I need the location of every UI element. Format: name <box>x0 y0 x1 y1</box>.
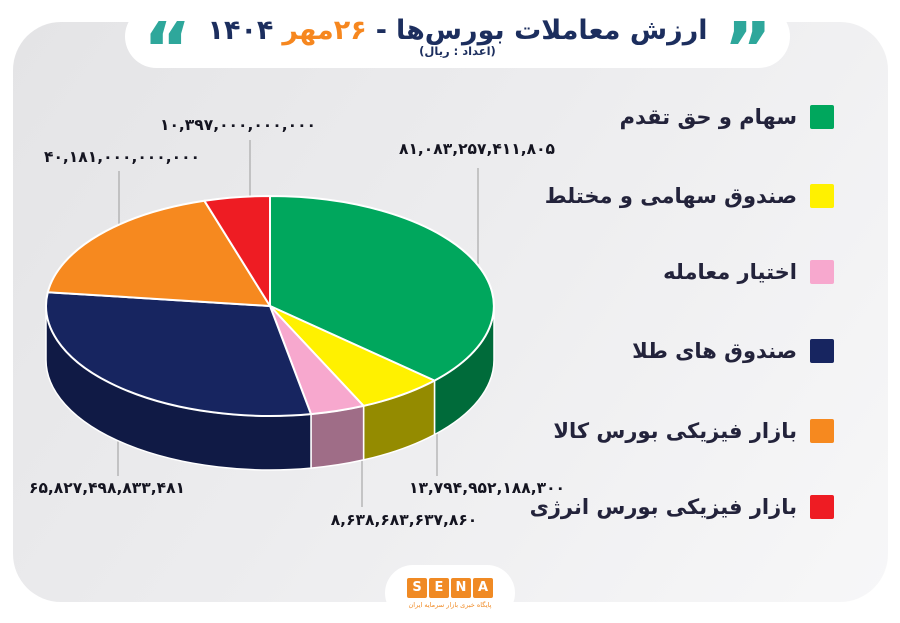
legend-swatch-navy <box>810 339 834 363</box>
legend-label: اختیار معامله <box>663 260 797 284</box>
title-block: ارزش معاملات بورس‌ها - ۲۶مهر ۱۴۰۴ (اعداد… <box>207 15 707 58</box>
logo-tile: E <box>429 577 449 598</box>
title-unit-note: (اعداد : ریال) <box>419 44 496 58</box>
legend-swatch-yellow <box>810 184 834 208</box>
legend-swatch-green <box>810 105 834 129</box>
pie-slice-0 <box>269 195 495 382</box>
legend-label: سهام و حق تقدم <box>619 105 797 129</box>
title-date-year: ۱۴۰۴ <box>207 15 274 46</box>
legend-label: بازار فیزیکی بورس کالا <box>553 419 797 443</box>
legend-swatch-red <box>810 495 834 519</box>
logo-tile: S <box>407 577 427 598</box>
logo-caption: پایگاه خبری بازار سرمایه ایران <box>408 600 492 609</box>
pie-slice-5 <box>203 194 271 307</box>
callout-value-options: ۸,۶۳۸,۶۸۳,۶۳۷,۸۶۰ <box>330 511 478 529</box>
page-title: ارزش معاملات بورس‌ها - ۲۶مهر ۱۴۰۴ <box>207 15 707 46</box>
sena-logo: S E N A <box>407 577 493 598</box>
quote-close-icon: ” <box>723 7 773 93</box>
pie-slice-4 <box>46 199 271 307</box>
quote-open-icon: “ <box>142 7 192 93</box>
legend-item-options: اختیار معامله <box>663 255 834 289</box>
title-main-text: ارزش معاملات بورس‌ها <box>395 15 708 46</box>
callout-value-gold-funds: ۶۵,۸۲۷,۴۹۸,۸۳۳,۴۸۱ <box>29 479 185 497</box>
pie-slice-3 <box>45 291 312 417</box>
callout-value-energy: ۱۰,۳۹۷,۰۰۰,۰۰۰,۰۰۰ <box>160 116 316 134</box>
legend-swatch-orange <box>810 419 834 443</box>
legend-label: صندوق سهامی و مختلط <box>544 184 797 208</box>
legend-item-equity-funds: صندوق سهامی و مختلط <box>545 179 834 213</box>
callout-value-stocks: ۸۱,۰۸۳,۲۵۷,۴۱۱,۸۰۵ <box>399 140 555 158</box>
logo-tile: A <box>473 577 493 598</box>
legend-label: صندوق های طلا <box>632 339 797 363</box>
logo-tile: N <box>451 577 471 598</box>
header-title-pill: “ ارزش معاملات بورس‌ها - ۲۶مهر ۱۴۰۴ (اعد… <box>125 5 790 87</box>
legend-item-stocks: سهام و حق تقدم <box>620 100 834 134</box>
legend-label: بازار فیزیکی بورس انرژی <box>529 495 797 519</box>
title-date-month: ۲۶مهر <box>282 15 367 46</box>
legend-item-gold-funds: صندوق های طلا <box>632 334 834 368</box>
callout-value-commodity: ۴۰,۱۸۱,۰۰۰,۰۰۰,۰۰۰ <box>44 148 200 166</box>
title-dash: - <box>375 15 387 46</box>
callout-value-equity-funds: ۱۳,۷۹۴,۹۵۲,۱۸۸,۳۰۰ <box>409 479 565 497</box>
pie-slice-side-2 <box>310 405 365 469</box>
footer-logo-pill: S E N A پایگاه خبری بازار سرمایه ایران <box>385 565 515 621</box>
legend-item-energy-market: بازار فیزیکی بورس انرژی <box>530 490 834 524</box>
legend-item-commodity-market: بازار فیزیکی بورس کالا <box>553 414 834 448</box>
legend-swatch-pink <box>810 260 834 284</box>
